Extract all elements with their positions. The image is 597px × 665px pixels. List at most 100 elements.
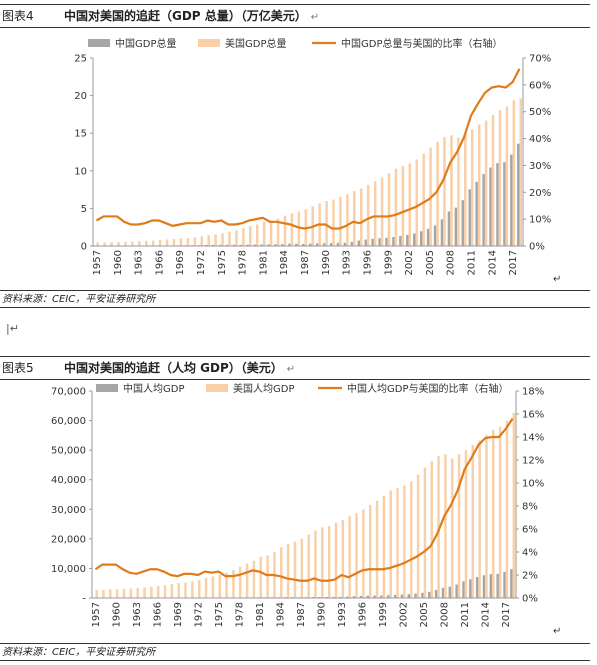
bar: [416, 474, 420, 598]
bar: [172, 238, 176, 246]
left-axis-tick-label: 20,000: [51, 534, 86, 545]
x-axis-tick-label: 2008: [446, 250, 457, 275]
x-axis-tick-label: 1987: [296, 602, 307, 627]
right-axis-tick-label: 60%: [529, 80, 551, 91]
bar: [415, 159, 418, 246]
bar: [510, 569, 513, 598]
bar: [321, 527, 324, 598]
bar: [477, 124, 481, 246]
right-axis-tick-label: 16%: [522, 410, 544, 421]
bar: [281, 244, 284, 246]
legend-label: 美国人均GDP: [233, 382, 294, 395]
bar: [211, 576, 215, 598]
bar: [485, 435, 488, 598]
bar: [253, 244, 256, 246]
bar: [332, 596, 335, 598]
x-axis-tick-label: 1984: [279, 250, 290, 275]
bar: [413, 233, 416, 246]
bar: [207, 235, 210, 246]
bar: [143, 587, 146, 598]
left-axis-tick-label: 30,000: [51, 505, 86, 516]
right-axis-tick-label: 12%: [522, 456, 544, 467]
bar: [259, 556, 263, 598]
bar: [290, 213, 294, 246]
bar: [389, 490, 392, 598]
x-axis-tick-label: 1966: [154, 250, 165, 275]
bar: [426, 228, 430, 246]
bar: [145, 240, 148, 246]
x-axis-tick-label: 2014: [481, 602, 492, 627]
bar: [339, 596, 342, 598]
right-axis-tick-label: 6%: [522, 525, 538, 536]
bar: [401, 166, 405, 246]
bar: [470, 129, 474, 246]
figure4-chart: 中国GDP总量 美国GDP总量 中国GDP总量与美国的比率（右轴） 0 5 10 15 20 2…: [74, 37, 561, 285]
bar: [239, 244, 243, 246]
left-axis-tick-label: 5: [81, 204, 87, 215]
bar: [260, 244, 263, 246]
bar: [437, 455, 440, 598]
bar: [150, 586, 153, 598]
bar: [471, 444, 475, 598]
text-cursor: |↵: [6, 322, 19, 335]
bar: [392, 236, 395, 246]
bar: [96, 242, 99, 246]
bar: [276, 218, 280, 246]
bar: [371, 238, 374, 246]
bar: [408, 163, 412, 246]
bar: [380, 177, 384, 246]
x-axis-tick-label: 1957: [91, 602, 102, 627]
bar: [129, 588, 133, 598]
bar: [245, 563, 249, 598]
x-axis-tick-label: 2005: [419, 602, 430, 627]
right-axis-tick-label: 0%: [522, 594, 538, 605]
bar: [193, 237, 197, 246]
bar: [512, 412, 516, 598]
bar: [262, 221, 266, 246]
x-axis-tick-label: 1993: [342, 250, 353, 275]
bar: [246, 244, 250, 246]
left-axis-tick-label: 0: [81, 242, 87, 253]
ratio-line: [95, 68, 521, 230]
bar: [228, 231, 231, 246]
bar: [225, 572, 228, 598]
legend-label: 中国GDP总量: [115, 37, 176, 50]
bar: [414, 593, 417, 598]
bar: [191, 581, 194, 598]
bar: [332, 199, 335, 246]
right-axis-tick-label: 4%: [522, 548, 538, 559]
figure5-title-bar: 图表5 中国对美国的追赶（人均 GDP）（美元） ↵: [0, 356, 590, 380]
bar: [242, 228, 245, 246]
bar: [519, 98, 523, 246]
bar: [430, 461, 433, 598]
bar: [252, 560, 256, 598]
bar: [498, 426, 502, 598]
x-axis-tick-label: 1993: [337, 602, 348, 627]
bar: [239, 566, 242, 598]
bar: [407, 594, 410, 598]
bar: [469, 579, 472, 598]
x-axis-tick-label: 1966: [152, 602, 163, 627]
bar: [329, 243, 333, 246]
x-axis-tick-label: 1975: [214, 602, 225, 627]
bar: [451, 458, 454, 598]
figure5-title: 中国对美国的追赶（人均 GDP）（美元）: [64, 361, 283, 375]
bar: [165, 239, 169, 246]
bar: [362, 509, 365, 598]
legend-label: 中国GDP总量与美国的比率（右轴）: [341, 37, 502, 50]
x-axis-tick-label: 1960: [113, 250, 124, 275]
bar: [423, 467, 427, 598]
x-axis-tick-label: 2002: [399, 602, 410, 627]
bar: [280, 547, 283, 598]
bar: [399, 235, 402, 246]
bar: [448, 586, 452, 598]
x-axis-tick-label: 1978: [235, 602, 246, 627]
bar: [200, 236, 203, 246]
return-mark: ↵: [310, 12, 320, 23]
ratio-line: [94, 417, 514, 582]
bar: [293, 541, 297, 598]
bar: [403, 485, 406, 598]
bar: [400, 594, 404, 598]
x-axis-tick-label: 1981: [255, 602, 266, 627]
bar: [339, 196, 342, 246]
